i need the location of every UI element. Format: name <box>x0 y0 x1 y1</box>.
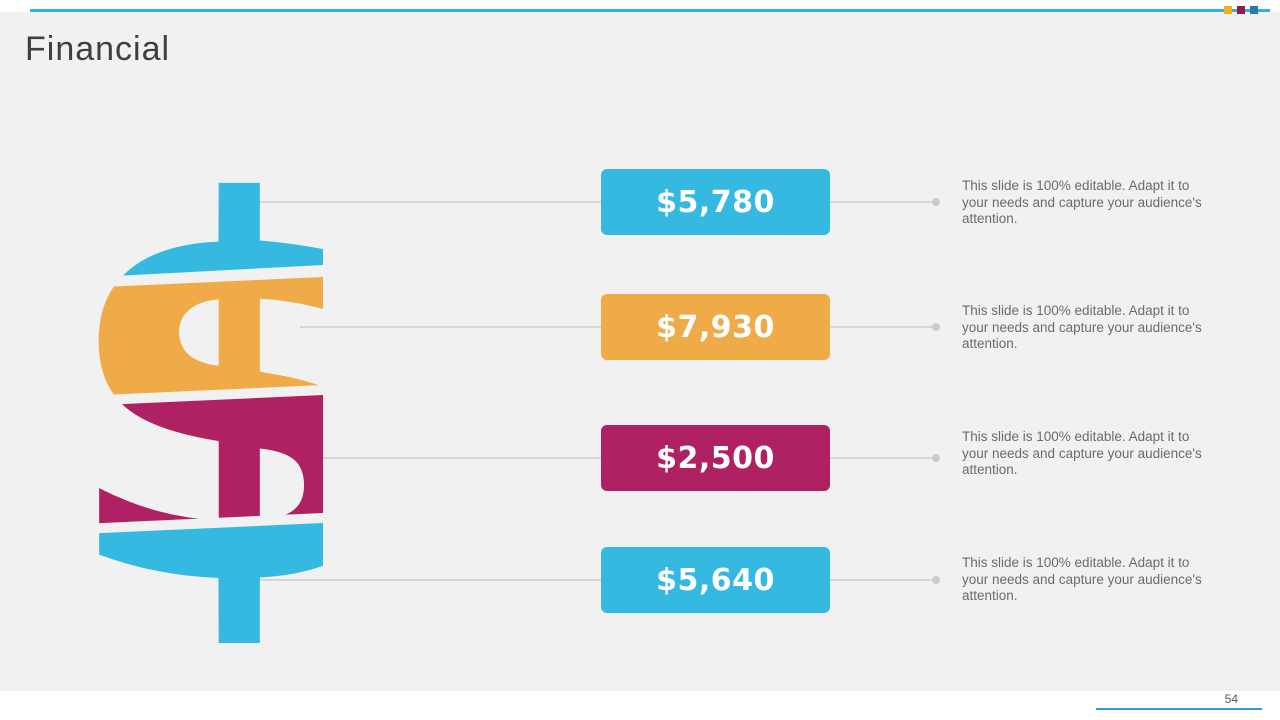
dollar-band-cyan-top: $ <box>58 95 420 701</box>
value-badge: $5,640 <box>601 547 830 613</box>
row-description: This slide is 100% editable. Adapt it to… <box>962 555 1202 603</box>
page-number-underline <box>1096 708 1262 710</box>
connector-dot <box>932 323 940 331</box>
connector-dot <box>932 198 940 206</box>
top-accent-line <box>30 9 1270 12</box>
page-number: 54 <box>1224 692 1238 706</box>
accent-squares <box>1224 6 1258 14</box>
dollar-band-cyan-bottom: $ <box>58 95 420 701</box>
left-connector-line <box>300 326 601 328</box>
accent-square-yellow-icon <box>1224 6 1232 14</box>
dollar-sign-graphic: $ $ $ $ <box>58 153 323 643</box>
row-description: This slide is 100% editable. Adapt it to… <box>962 303 1202 351</box>
right-connector-line <box>830 201 934 203</box>
value-badge: $5,780 <box>601 169 830 235</box>
accent-square-maroon-icon <box>1237 6 1245 14</box>
page-title: Financial <box>25 30 171 68</box>
dollar-band-magenta: $ <box>58 95 420 701</box>
value-badge: $2,500 <box>601 425 830 491</box>
row-description: This slide is 100% editable. Adapt it to… <box>962 178 1202 226</box>
connector-dot <box>932 576 940 584</box>
accent-square-blue-icon <box>1250 6 1258 14</box>
dollar-band-orange: $ <box>58 95 420 701</box>
connector-dot <box>932 454 940 462</box>
left-connector-line <box>235 579 601 581</box>
left-connector-line <box>235 201 601 203</box>
right-connector-line <box>830 579 934 581</box>
right-connector-line <box>830 457 934 459</box>
value-badge: $7,930 <box>601 294 830 360</box>
left-connector-line <box>320 457 601 459</box>
row-description: This slide is 100% editable. Adapt it to… <box>962 429 1202 477</box>
right-connector-line <box>830 326 934 328</box>
